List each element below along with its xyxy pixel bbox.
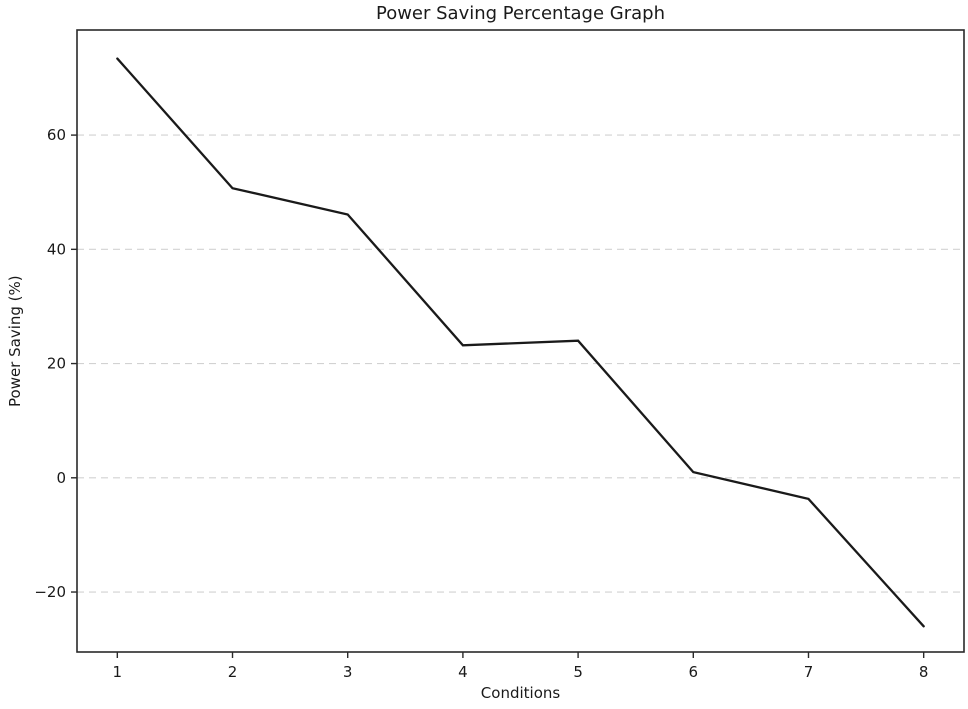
y-tick-label: −20 xyxy=(34,583,66,601)
chart-title: Power Saving Percentage Graph xyxy=(375,3,665,24)
y-tick-label: 20 xyxy=(47,355,66,373)
y-tick-label: 40 xyxy=(47,240,66,258)
data-line xyxy=(116,57,925,628)
x-tick-label: 5 xyxy=(573,663,583,681)
y-tick-label: 0 xyxy=(56,469,66,487)
x-tick-label: 7 xyxy=(804,663,814,681)
plot-border xyxy=(76,29,965,653)
x-tick-label: 2 xyxy=(228,663,238,681)
x-tick-label: 8 xyxy=(919,663,929,681)
x-tick-label: 6 xyxy=(689,663,699,681)
y-tick-label: 60 xyxy=(47,126,66,144)
x-tick-label: 3 xyxy=(343,663,353,681)
x-tick-label: 1 xyxy=(113,663,123,681)
x-axis-label: Conditions xyxy=(480,684,561,702)
x-tick-label: 4 xyxy=(458,663,468,681)
